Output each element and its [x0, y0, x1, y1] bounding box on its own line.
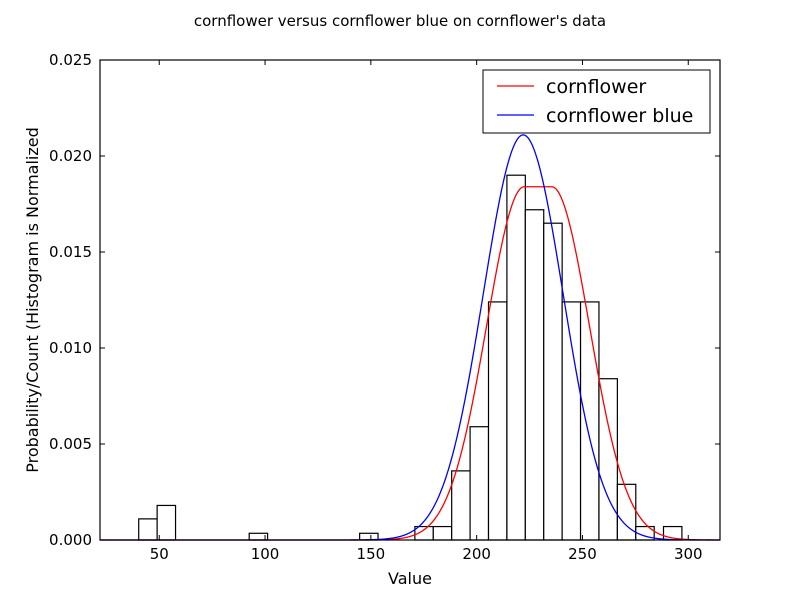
legend: cornflower cornflower blue [482, 69, 711, 134]
histogram-bar [506, 174, 526, 541]
histogram-bar [579, 301, 600, 541]
histogram-bar [616, 483, 637, 541]
x-tick-label: 200 [462, 545, 491, 563]
histogram-bar [451, 470, 471, 541]
histogram-bar [138, 518, 158, 541]
y-tick-label: 0.020 [49, 147, 92, 165]
histogram-bar [487, 301, 508, 541]
y-axis-label: Probability/Count (Histogram is Normaliz… [23, 127, 42, 473]
y-tick-label: 0.015 [49, 243, 92, 261]
axes: 50 100 150 200 250 300 0.000 0.005 0.010 0.015 0.0… [49, 51, 721, 563]
fitted-curves [100, 134, 720, 541]
y-tick-label: 0.005 [49, 435, 92, 453]
histogram-bar [156, 504, 177, 541]
x-tick-label: 150 [357, 545, 386, 563]
histogram-bar [432, 525, 453, 541]
histogram-bar [524, 209, 545, 541]
legend-label: cornflower [546, 76, 646, 98]
y-tick-label: 0.000 [49, 531, 92, 549]
x-tick-label: 250 [568, 545, 597, 563]
chart-title: cornflower versus cornflower blue on cor… [194, 12, 606, 30]
x-tick-label: 300 [674, 545, 703, 563]
series-line-cornflower-blue [100, 134, 720, 541]
x-axis-label: Value [388, 569, 432, 588]
y-tick-label: 0.025 [49, 51, 92, 69]
histogram-bar [598, 378, 618, 541]
legend-label: cornflower blue [546, 105, 693, 127]
histogram-bars [138, 174, 683, 541]
histogram-bar [469, 426, 490, 541]
y-tick-label: 0.010 [49, 339, 92, 357]
x-tick-label: 100 [251, 545, 280, 563]
histogram-bar [561, 301, 582, 541]
plot-frame [99, 59, 721, 541]
legend-box [482, 69, 711, 134]
x-tick-label: 50 [150, 545, 169, 563]
